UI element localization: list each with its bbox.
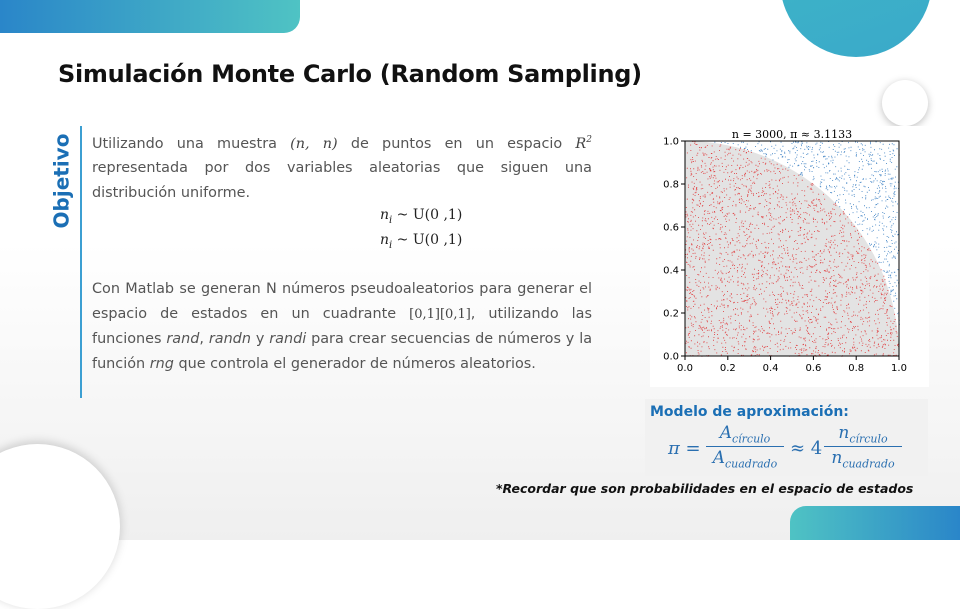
count-num-sub: círculo	[849, 432, 888, 446]
area-fraction-bar	[706, 446, 784, 448]
count-fraction-bar	[824, 446, 902, 448]
eq1-var: n	[380, 207, 390, 223]
p2-text-4: para crear secuencias de números y la fu…	[92, 331, 593, 372]
count-denominator: ncuadrado	[824, 448, 902, 470]
area-den-var: A	[712, 448, 725, 469]
model-box	[645, 399, 928, 476]
p1-text-3: representada por dos variables aleatoria…	[92, 160, 592, 201]
p1-space: R	[575, 135, 587, 152]
area-numerator: Acírculo	[706, 423, 784, 445]
x-tick-label: 0.8	[848, 363, 864, 374]
y-tick-label: 0.2	[663, 309, 679, 320]
model-title: Modelo de aproximación:	[650, 404, 849, 420]
count-den-var: n	[831, 448, 843, 469]
count-den-sub: cuadrado	[842, 457, 895, 471]
decor-top-left-bar	[0, 0, 300, 33]
fn-rand: rand	[166, 331, 200, 347]
fraction-count: ncírculo ncuadrado	[824, 423, 902, 471]
side-label-text: Objetivo	[49, 133, 73, 229]
p1-sample-size: (n, n)	[290, 135, 338, 152]
side-label: Objetivo	[46, 126, 76, 236]
scatter-chart: 0.0 0.2 0.4 0.6 0.8 1.0 0.0 0.2 0.4 0.6 0.8 1.0 n = …	[650, 126, 929, 387]
formula-pi: π =	[668, 438, 701, 459]
fn-randi: randi	[269, 331, 307, 347]
y-tick-label: 0.6	[663, 223, 679, 234]
chart-title: n = 3000, π ≈ 3.1133	[732, 128, 852, 141]
y-tick-label: 1.0	[663, 137, 679, 148]
eq2-sub: i	[389, 239, 393, 251]
area-denominator: Acuadrado	[706, 448, 784, 470]
p1-text-1: Utilizando una muestra	[92, 135, 291, 152]
eq1-sub: i	[389, 214, 393, 226]
p2-interval: [0,1][0,1]	[409, 306, 471, 322]
count-num-var: n	[838, 423, 850, 443]
y-tick-label: 0.0	[663, 352, 679, 363]
slide-title: Simulación Monte Carlo (Random Sampling)	[58, 60, 642, 88]
count-numerator: ncírculo	[824, 423, 902, 445]
scatter-chart-svg: 0.0 0.2 0.4 0.6 0.8 1.0 0.0 0.2 0.4 0.6 0.8 1.0 n = …	[663, 128, 907, 374]
decor-bottom-right-bar	[790, 506, 960, 540]
y-tick-label: 0.8	[663, 180, 679, 191]
area-num-sub: círculo	[731, 432, 771, 446]
footnote: *Recordar que son probabilidades en el e…	[496, 481, 914, 496]
area-num-var: A	[719, 423, 732, 443]
eq1-dist: ~ U(0 ,1)	[392, 207, 463, 223]
equation-1: ni ~ U(0 ,1)	[380, 207, 500, 226]
paragraph-objective: Utilizando una muestra (n, n) de puntos …	[92, 128, 592, 205]
formula-approx: ≈ 4	[790, 438, 823, 459]
p2-text-3: y	[250, 331, 270, 347]
p1-text-2: de puntos en un espacio	[337, 135, 576, 152]
fn-rng: rng	[149, 355, 174, 372]
x-tick-label: 0.0	[677, 363, 693, 374]
fn-randn: randn	[208, 331, 251, 347]
equation-2: ni ~ U(0 ,1)	[380, 232, 500, 251]
p1-space-exponent: 2	[586, 135, 592, 145]
plot-frame	[684, 140, 900, 357]
p2-text-1: Con Matlab se generan N números pseudoal…	[92, 281, 592, 322]
eq2-dist: ~ U(0 ,1)	[392, 232, 463, 248]
fraction-area: Acírculo Acuadrado	[706, 423, 784, 471]
quarter-circle-area	[685, 141, 899, 356]
side-divider	[80, 126, 82, 398]
decor-small-circle	[882, 80, 928, 126]
paragraph-matlab: Con Matlab se generan N números pseudoal…	[92, 277, 592, 376]
area-den-sub: cuadrado	[724, 457, 778, 471]
x-tick-label: 0.4	[763, 363, 779, 374]
pi-formula: π = Acírculo Acuadrado ≈ 4 ncírculo ncua…	[668, 423, 918, 475]
x-tick-label: 0.6	[805, 363, 821, 374]
x-tick-label: 0.2	[720, 363, 736, 374]
p2-text-5: que controla el generador de números ale…	[173, 355, 536, 372]
p2-text-2: , utilizando las funciones	[92, 305, 592, 348]
x-tick-label: 1.0	[891, 363, 907, 374]
eq2-var: n	[380, 232, 390, 248]
p2-sep: ,	[199, 331, 209, 347]
y-tick-label: 0.4	[663, 266, 679, 277]
decor-bottom-left-circle	[0, 444, 120, 609]
decor-top-right-circle	[780, 0, 932, 57]
